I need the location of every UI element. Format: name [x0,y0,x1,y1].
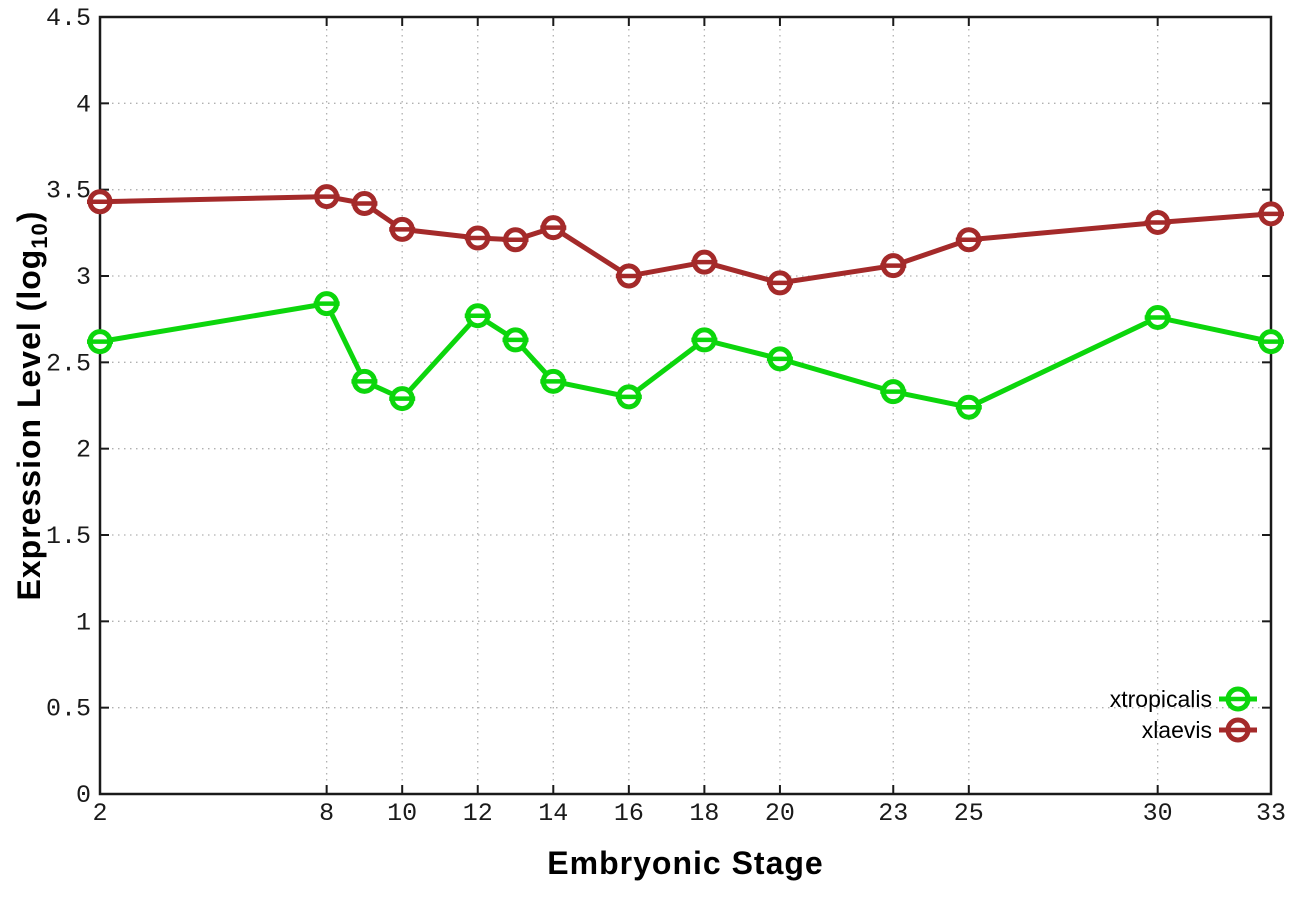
x-tick-label: 10 [387,799,417,828]
x-tick-label: 30 [1143,799,1173,828]
y-tick-label: 1 [76,608,91,637]
legend-label: xlaevis [1142,717,1212,743]
x-axis-title: Embryonic Stage [547,845,823,881]
x-tick-label: 20 [765,799,795,828]
x-tick-label: 8 [319,799,334,828]
x-tick-label: 12 [463,799,493,828]
x-tick-label: 33 [1256,799,1286,828]
x-tick-label: 2 [92,799,107,828]
y-axis-title-suffix: ) [11,211,47,223]
x-tick-label: 23 [878,799,908,828]
y-tick-label: 3 [76,263,91,292]
legend-item-xtropicalis: xtropicalis [1110,686,1257,712]
legend-label: xtropicalis [1110,686,1212,712]
y-tick-label: 1.5 [46,522,91,551]
series-xtropicalis [87,291,1284,420]
y-tick-label: 3.5 [46,177,91,206]
legend: xtropicalis xlaevis [1110,686,1257,743]
x-tick-label: 14 [538,799,568,828]
y-tick-label: 0 [76,781,91,810]
y-tick-label: 2 [76,436,91,465]
y-axis-title-subscript: 10 [27,222,52,248]
tick-labels: 2 8 10 12 14 16 18 20 23 25 30 33 0 0.5 1 1.5 2 2.5 3 3.5 4 4… [46,4,1286,828]
y-tick-label: 4.5 [46,4,91,33]
plot-border [98,15,1273,796]
x-tick-label: 18 [689,799,719,828]
y-axis-title-prefix: Expression Level (log [11,249,47,601]
y-axis-title: Expression Level (log10) [11,211,52,601]
y-tick-label: 4 [76,90,91,119]
x-tick-label: 16 [614,799,644,828]
x-tick-label: 25 [954,799,984,828]
series-xlaevis [87,184,1284,296]
y-tick-label: 2.5 [46,349,91,378]
legend-item-xlaevis: xlaevis [1142,717,1257,743]
y-tick-label: 0.5 [46,695,91,724]
